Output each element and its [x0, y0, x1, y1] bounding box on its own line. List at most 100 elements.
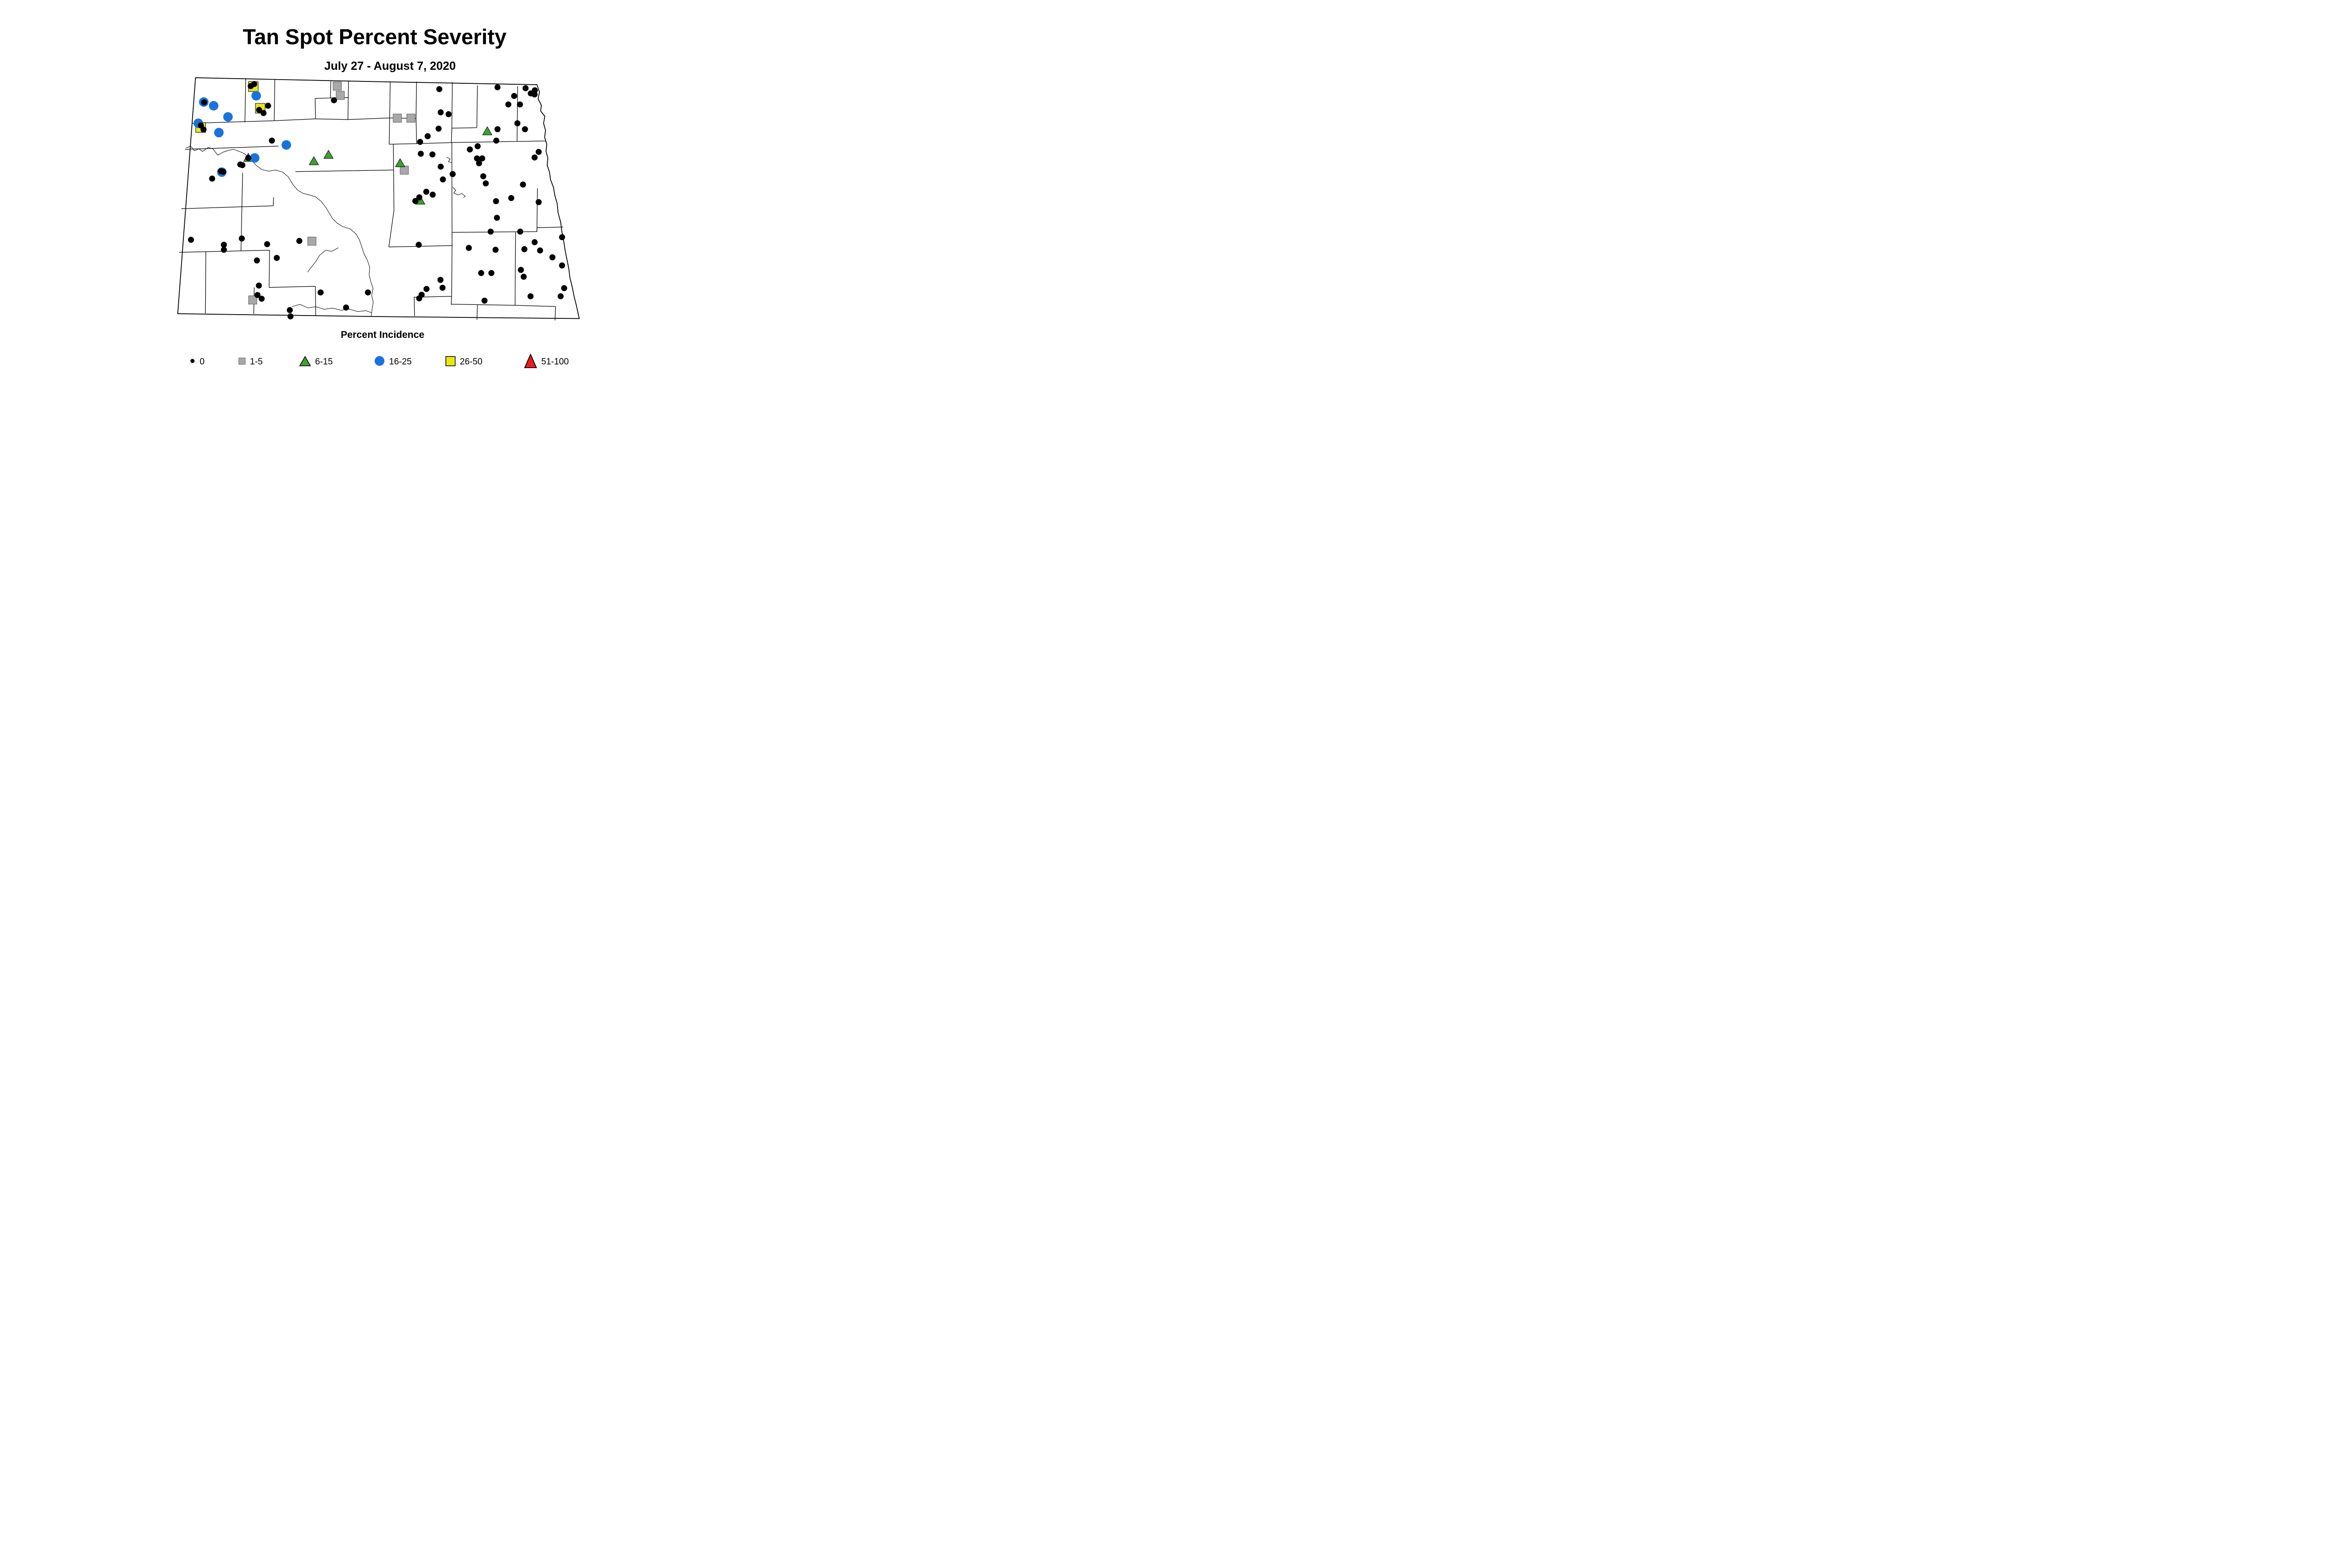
marker-black-dot: [481, 297, 488, 304]
marker-black-dot: [287, 313, 294, 320]
marker-black-dot: [508, 195, 515, 201]
legend-label: 51-100: [541, 357, 569, 367]
marker-black-dot: [245, 155, 252, 161]
marker-black-dot: [450, 171, 456, 177]
marker-black-dot: [256, 283, 262, 289]
marker-black-dot: [416, 242, 422, 248]
marker-black-dot: [561, 285, 567, 291]
marker-black-dot: [488, 270, 495, 276]
marker-green-triangle: [323, 149, 334, 159]
marker-blue-circle: [208, 101, 219, 111]
marker-black-dot: [265, 102, 271, 109]
blue-circle-glyph: [375, 356, 384, 366]
marker-black-dot: [221, 242, 227, 248]
marker-black-dot: [483, 180, 489, 187]
marker-black-dot: [209, 175, 215, 182]
marker-blue-circle: [281, 140, 291, 150]
tan-spot-severity-figure: Tan Spot Percent Severity July 27 - Augu…: [0, 0, 751, 392]
yellow-square-icon: [445, 356, 456, 369]
marker-black-dot: [474, 143, 481, 149]
marker-black-dot: [221, 247, 227, 253]
marker-black-dot: [520, 274, 527, 280]
marker-green-triangle: [309, 156, 319, 165]
marker-black-dot: [478, 270, 484, 276]
marker-black-dot: [517, 229, 524, 235]
black-dot-icon: [189, 358, 195, 366]
marker-black-dot: [558, 293, 564, 300]
marker-black-dot: [188, 236, 194, 243]
marker-black-dot: [416, 194, 423, 201]
marker-black-dot: [493, 137, 499, 144]
gray-square-glyph: [238, 357, 246, 364]
marker-black-dot: [474, 155, 480, 162]
marker-black-dot: [437, 276, 444, 283]
legend-label: 6-15: [315, 357, 333, 367]
marker-black-dot: [492, 247, 499, 253]
marker-gray-square: [248, 296, 257, 304]
marker-black-dot: [343, 304, 350, 311]
marker-black-dot: [436, 86, 443, 92]
marker-black-dot: [518, 267, 524, 273]
marker-black-dot: [511, 93, 518, 99]
marker-black-dot: [493, 198, 499, 204]
marker-black-dot: [417, 139, 424, 145]
marker-gray-square: [393, 114, 402, 123]
marker-black-dot: [521, 246, 528, 252]
marker-black-dot: [437, 163, 444, 170]
marker-gray-square: [307, 236, 316, 246]
gray-square-icon: [238, 357, 246, 367]
marker-black-dot: [429, 151, 436, 158]
county-boundaries: [179, 78, 564, 321]
marker-black-dot: [287, 307, 293, 313]
page-subtitle: July 27 - August 7, 2020: [324, 60, 456, 73]
marker-gray-square: [406, 114, 416, 123]
marker-black-dot: [258, 296, 265, 302]
marker-green-triangle: [482, 126, 492, 135]
marker-black-dot: [365, 289, 371, 296]
marker-black-dot: [559, 234, 565, 241]
marker-black-dot: [480, 173, 486, 180]
legend-item-16-25: 16-25: [374, 355, 412, 370]
marker-black-dot: [239, 162, 246, 168]
red-triangle-glyph: [524, 353, 537, 368]
river-lines: [186, 146, 466, 316]
marker-black-dot: [527, 293, 534, 300]
marker-black-dot: [535, 199, 542, 205]
marker-black-dot: [260, 110, 267, 116]
marker-black-dot: [296, 238, 303, 244]
marker-gray-square: [333, 81, 342, 91]
marker-black-dot: [549, 254, 556, 261]
marker-black-dot: [487, 229, 494, 235]
marker-black-dot: [522, 126, 528, 133]
yellow-square-glyph: [445, 356, 456, 366]
marker-black-dot: [520, 182, 526, 188]
marker-black-dot: [505, 101, 511, 108]
marker-black-dot: [256, 107, 262, 113]
marker-blue-circle: [214, 128, 224, 138]
marker-black-dot: [479, 155, 485, 162]
marker-green-triangle: [395, 158, 405, 167]
legend-item-1-5: 1-5: [238, 355, 262, 370]
marker-gray-square: [400, 166, 409, 175]
marker-black-dot: [220, 168, 227, 175]
page-title: Tan Spot Percent Severity: [242, 25, 507, 49]
marker-black-dot: [494, 84, 501, 90]
legend-label: 1-5: [250, 357, 263, 367]
marker-black-dot: [239, 235, 245, 242]
green-triangle-icon: [299, 355, 311, 369]
marker-black-dot: [531, 239, 538, 245]
marker-blue-circle: [223, 112, 233, 122]
marker-black-dot: [417, 150, 424, 157]
legend-label: 16-25: [389, 357, 412, 367]
marker-black-dot: [423, 286, 430, 292]
marker-black-dot: [274, 255, 280, 261]
legend-item-0: 0: [189, 355, 205, 370]
marker-black-dot: [517, 101, 523, 108]
marker-black-dot: [559, 262, 565, 269]
marker-black-dot: [514, 120, 521, 127]
marker-blue-circle: [250, 153, 260, 163]
state-outline: [177, 77, 580, 319]
red-triangle-icon: [524, 353, 537, 371]
marker-black-dot: [435, 125, 442, 132]
legend-label: 26-50: [460, 357, 483, 367]
